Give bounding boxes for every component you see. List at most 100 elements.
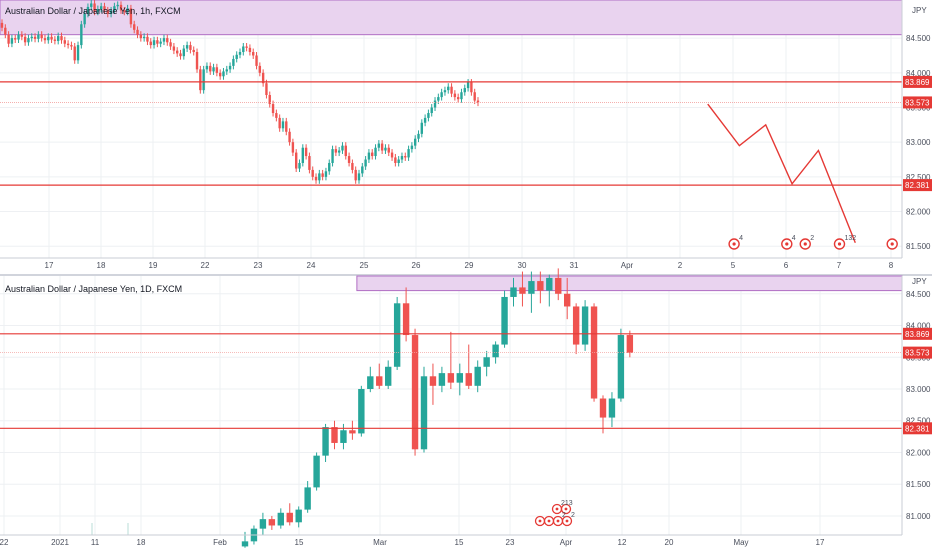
top-candle-body [278, 117, 281, 129]
bottom-x-tick-label: 11 [91, 538, 100, 547]
top-candle-body [410, 145, 414, 150]
top-candle-body [450, 86, 453, 94]
top-candle-body [311, 169, 314, 177]
top-candle-body [387, 147, 390, 153]
top-y-tick-label: 81.500 [906, 242, 931, 251]
bottom-candle-body [581, 306, 589, 345]
bottom-candle-body [322, 427, 329, 456]
top-x-tick-label: Apr [621, 261, 634, 270]
top-candle-body [285, 121, 288, 132]
top-candle-body [169, 42, 172, 47]
top-candle-body [209, 65, 212, 72]
bottom-candle-body [331, 427, 338, 443]
bottom-candle-body [572, 306, 580, 345]
top-candle-body [189, 45, 192, 50]
top-candle-body [344, 145, 347, 157]
top-candle-body [308, 156, 311, 170]
bottom-candle-body [268, 519, 276, 526]
top-candle-body [463, 88, 466, 93]
top-candle-body [90, 3, 93, 7]
bottom-chart-unit: JPY [912, 277, 927, 286]
top-candle-body [470, 82, 473, 93]
top-candle-body [27, 38, 30, 43]
top-candle-body [4, 27, 7, 35]
top-candle-body [20, 34, 24, 37]
bottom-candle-body [277, 512, 284, 526]
top-candle-body [119, 4, 123, 11]
top-candle-body [318, 173, 321, 181]
top-chart-title: Australian Dollar / Japanese Yen, 1h, FX… [5, 6, 181, 16]
top-candle-body [437, 97, 440, 101]
bottom-candle-body [501, 296, 508, 345]
bottom-x-tick-label: 15 [455, 538, 464, 547]
bottom-level-price-label: 83.869 [905, 330, 930, 339]
top-candle-body [324, 171, 328, 177]
bottom-event-marker-dot [564, 507, 568, 511]
top-candle-body [202, 69, 205, 91]
top-x-tick-label: 25 [360, 261, 369, 270]
top-candle-body [37, 34, 40, 39]
top-candle-body [152, 40, 156, 46]
top-candle-body [222, 71, 225, 77]
top-x-tick-label: 30 [518, 261, 527, 270]
top-y-tick-label: 82.500 [906, 173, 931, 182]
top-candle-body [126, 8, 129, 12]
top-candle-body [10, 38, 14, 44]
top-candle-body [43, 38, 47, 41]
top-x-tick-label: 26 [412, 261, 421, 270]
bottom-x-tick-label: Apr [560, 538, 573, 547]
bottom-candle-body [393, 303, 401, 367]
bottom-candle-body [528, 281, 535, 294]
top-candle-body [275, 113, 278, 118]
top-candle-body [73, 46, 76, 61]
top-resistance-zone [0, 0, 903, 36]
top-candle-body [99, 6, 103, 10]
top-candle-body [304, 147, 308, 157]
top-candle-body [172, 46, 176, 51]
top-level-price-label: 82.381 [905, 181, 930, 190]
bottom-candle-body [385, 366, 392, 386]
bottom-candle-body [313, 455, 320, 488]
top-candle-body [235, 54, 238, 59]
bottom-x-tick-label: 18 [137, 538, 146, 547]
top-x-tick-label: 8 [889, 261, 894, 270]
bottom-y-tick-label: 82.500 [906, 417, 931, 426]
pane-separator [0, 274, 932, 276]
bottom-event-marker-dot [538, 519, 542, 523]
top-candle-body [331, 149, 334, 163]
top-candle-body [205, 65, 209, 70]
top-candle-body [238, 52, 242, 55]
bottom-level-price-tag [903, 346, 932, 359]
bottom-level-price-label: 82.381 [905, 424, 930, 433]
top-candle-body [76, 45, 80, 61]
top-candle-body [430, 107, 433, 114]
top-candle-body [215, 67, 219, 73]
bottom-x-tick-label: 2021 [51, 538, 69, 547]
top-candle-body [248, 47, 252, 53]
top-candle-body [7, 34, 10, 44]
top-candle-body [334, 149, 338, 153]
top-candle-body [400, 156, 404, 160]
bottom-event-marker-dot [556, 519, 560, 523]
top-candle-body [341, 145, 344, 151]
top-candle-body [440, 92, 443, 98]
top-candle-body [106, 10, 109, 14]
bottom-x-tick-label: 17 [816, 538, 825, 547]
bottom-candle-body [483, 357, 490, 367]
top-candle-body [242, 46, 245, 53]
bottom-x-tick-label: Feb [213, 538, 227, 547]
top-candle-body [347, 156, 351, 163]
top-candle-body [245, 46, 248, 48]
top-candle-body [447, 86, 450, 91]
top-event-marker-dot [837, 242, 842, 246]
top-candle-body [40, 34, 43, 39]
top-candle-body [30, 36, 33, 39]
bottom-candle-body [411, 335, 419, 450]
top-candle-body [298, 162, 301, 169]
top-candle-body [281, 121, 285, 129]
top-x-tick-label: 23 [254, 261, 263, 270]
top-candle-body [294, 152, 298, 169]
top-event-marker-dot [732, 242, 736, 246]
